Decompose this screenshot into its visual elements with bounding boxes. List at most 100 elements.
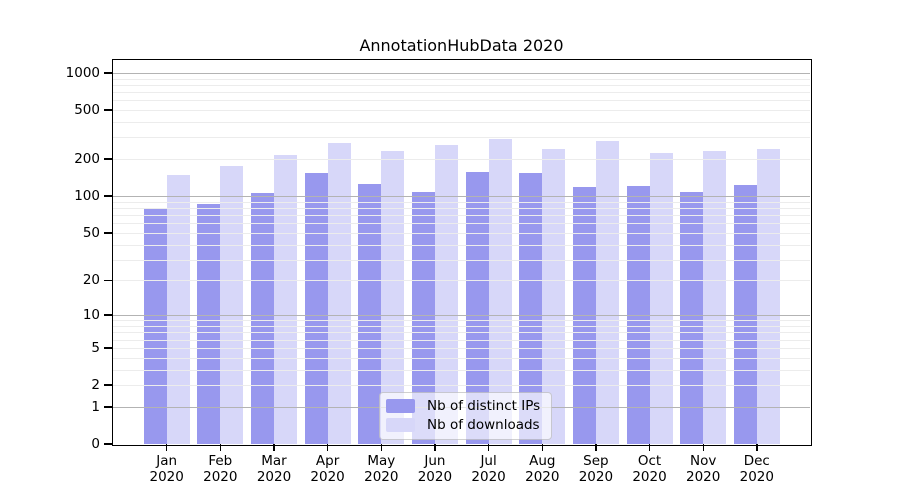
gridline-minor (113, 100, 810, 102)
distinct-ips-bar (304, 172, 328, 444)
legend: Nb of distinct IPs Nb of downloads (379, 392, 553, 440)
x-tick-label: Oct 2020 (632, 453, 667, 485)
y-tick-label: 100 (74, 188, 100, 205)
gridline-minor (113, 92, 810, 93)
x-tick-label: Apr 2020 (310, 453, 345, 485)
downloads-bar (434, 144, 458, 444)
downloads-bar (649, 152, 673, 444)
y-tick-mark (104, 406, 112, 408)
gridline-minor (113, 84, 810, 86)
y-tick-label: 50 (82, 224, 100, 241)
downloads-bar (166, 174, 190, 444)
y-tick-label: 0 (91, 436, 100, 452)
gridline-minor (113, 332, 810, 334)
x-tick-label: Sep 2020 (578, 453, 614, 485)
x-tick-label: Feb 2020 (203, 453, 238, 485)
y-tick-mark (104, 314, 112, 316)
gridline-minor (113, 339, 810, 341)
downloads-swatch (386, 418, 415, 432)
legend-item-downloads: Nb of downloads (386, 417, 540, 433)
x-tick-mark (434, 444, 436, 451)
gridline-minor (113, 207, 810, 209)
gridline-minor (113, 78, 810, 80)
y-tick-label: 1 (91, 398, 100, 415)
gridline-minor (113, 122, 810, 123)
gridline-major (113, 315, 810, 317)
downloads-bar (274, 154, 297, 444)
downloads-bar (595, 140, 619, 444)
x-tick-mark (165, 444, 168, 451)
x-tick-mark (273, 444, 275, 451)
x-tick-label: Dec 2020 (739, 453, 774, 485)
distinct-ips-bar (251, 193, 274, 444)
gridline-minor (113, 215, 810, 216)
legend-item-distinct-ips: Nb of distinct IPs (386, 398, 540, 414)
gridline-minor (113, 280, 810, 282)
x-tick-mark (756, 444, 758, 451)
downloads-bar (220, 166, 244, 444)
y-tick-label: 20 (82, 272, 100, 289)
gridline-minor (113, 244, 810, 246)
x-tick-mark (219, 444, 222, 451)
distinct-ips-bar (519, 172, 543, 444)
distinct-ips-bar (358, 184, 382, 444)
y-tick-mark (104, 109, 112, 111)
y-tick-label: 500 (74, 102, 100, 118)
y-tick-label: 2 (91, 377, 100, 393)
x-tick-mark (595, 444, 597, 451)
downloads-bar (327, 143, 351, 444)
gridline-minor (113, 320, 810, 322)
legend-label: Nb of distinct IPs (427, 398, 541, 414)
x-tick-label: May 2020 (364, 453, 399, 485)
distinct-ips-swatch (386, 399, 415, 413)
x-tick-mark (380, 444, 382, 451)
y-tick-mark (104, 347, 112, 349)
distinct-ips-bar (733, 185, 757, 444)
y-tick-mark (104, 232, 112, 234)
gridline-minor (113, 232, 810, 234)
y-tick-mark (104, 72, 112, 74)
y-tick-mark (104, 443, 112, 445)
y-tick-mark (104, 279, 112, 282)
x-tick-mark (648, 444, 651, 451)
gridline-minor (113, 201, 810, 203)
y-tick-label: 200 (74, 151, 100, 168)
y-tick-label: 10 (82, 307, 100, 324)
gridline-major (113, 196, 810, 198)
legend-label: Nb of downloads (427, 417, 540, 433)
y-tick-label: 1000 (65, 64, 100, 81)
distinct-ips-bar (680, 191, 704, 444)
x-tick-label: Mar 2020 (256, 453, 292, 485)
y-tick-label: 5 (91, 339, 100, 356)
x-tick-label: Jan 2020 (149, 453, 184, 485)
gridline-minor (113, 259, 810, 261)
downloads-bar (756, 148, 780, 444)
x-tick-mark (487, 444, 490, 451)
x-tick-label: Jun 2020 (417, 453, 453, 485)
chart-title: AnnotationHubData 2020 (359, 36, 564, 55)
distinct-ips-bar (626, 185, 650, 444)
x-tick-mark (326, 444, 329, 451)
x-tick-mark (702, 444, 704, 451)
gridline-minor (113, 110, 810, 111)
x-tick-label: Aug 2020 (525, 453, 560, 485)
distinct-ips-bar (411, 192, 435, 444)
x-tick-label: Jul 2020 (471, 453, 506, 485)
gridline-minor (113, 159, 810, 161)
downloads-bar (703, 150, 727, 444)
distinct-ips-bar (197, 203, 221, 444)
y-tick-mark (104, 384, 112, 386)
gridline-minor (113, 347, 810, 349)
gridline-minor (113, 357, 810, 359)
gridline-minor (113, 385, 810, 386)
plot-area (113, 60, 810, 444)
y-tick-mark (104, 195, 112, 197)
gridline-major (113, 72, 810, 74)
x-tick-mark (541, 444, 543, 451)
gridline-minor (113, 137, 810, 139)
gridline-minor (113, 369, 810, 371)
gridline-minor (113, 223, 810, 225)
x-tick-label: Nov 2020 (686, 453, 721, 485)
y-tick-mark (104, 158, 112, 160)
